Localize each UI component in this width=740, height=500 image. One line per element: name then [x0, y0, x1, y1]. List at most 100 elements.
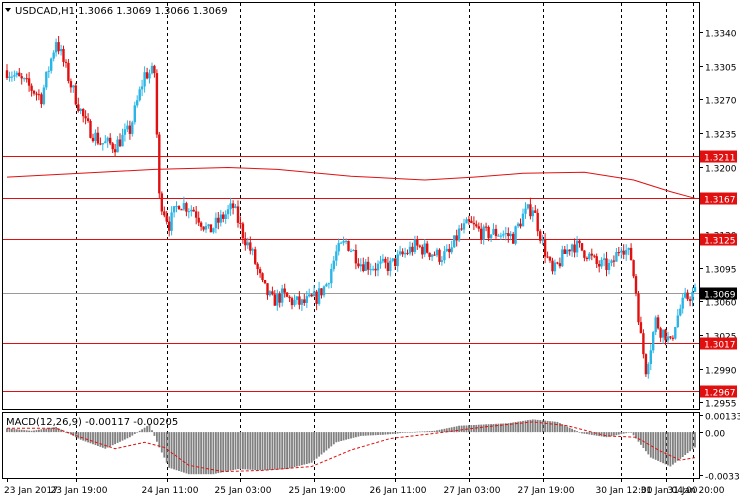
candle-body-163	[406, 252, 409, 254]
candle-body-32	[84, 116, 87, 119]
macd-bar-196	[487, 424, 490, 433]
macd-bar-52	[133, 432, 136, 434]
macd-bar-79	[200, 432, 202, 475]
candle-171	[426, 240, 429, 254]
candle-27	[72, 84, 75, 93]
candle-body-191	[475, 224, 478, 227]
candle-body-128	[320, 288, 323, 296]
candle-192	[477, 222, 480, 232]
candle-body-65	[165, 215, 168, 222]
candle-body-147	[367, 261, 370, 270]
candle-body-153	[381, 258, 385, 262]
macd-bar-221	[549, 421, 551, 433]
candle-195	[484, 222, 488, 232]
macd-bar-176	[438, 429, 441, 433]
macd-bar-172	[428, 431, 431, 433]
candle-body-172	[428, 252, 431, 257]
macd-bar-183	[455, 426, 458, 433]
candle-153	[381, 254, 385, 264]
macd-bar-223	[554, 421, 556, 433]
macd-bar-111	[278, 432, 281, 470]
time-tick-label-2: 24 Jan 11:00	[142, 486, 199, 496]
candle-10	[30, 83, 33, 97]
candle-66	[168, 216, 171, 237]
candle-body-48	[123, 129, 127, 135]
candle-body-143	[357, 263, 360, 267]
macd-bar-87	[219, 432, 222, 473]
candle-body-186	[462, 223, 466, 230]
macd-bar-263	[652, 432, 655, 459]
macd-bar-132	[330, 432, 333, 447]
candle-132	[330, 263, 333, 289]
candle-body-40	[104, 141, 107, 144]
macd-bar-65	[165, 432, 168, 463]
candle-265	[656, 314, 660, 330]
candle-60	[153, 64, 156, 78]
candle-body-185	[460, 228, 463, 230]
macd-bar-55	[141, 429, 143, 433]
candle-body-107	[268, 291, 272, 296]
candle-body-80	[202, 226, 205, 230]
candle-245	[607, 259, 611, 275]
candle-body-280	[693, 287, 697, 292]
candle-body-18	[50, 58, 53, 71]
candle-247	[612, 255, 616, 267]
candle-body-5	[18, 72, 21, 77]
candle-199	[494, 224, 498, 239]
candle-115	[288, 295, 291, 302]
candle-body-224	[556, 262, 559, 264]
candle-99	[249, 236, 252, 255]
macd-bar-46	[119, 432, 121, 442]
candle-248	[615, 248, 618, 262]
candle-271	[671, 335, 675, 341]
time-tick-label-3: 25 Jan 03:00	[215, 486, 272, 496]
candle-71	[180, 208, 183, 211]
candle-body-195	[484, 226, 488, 228]
candle-9	[27, 72, 31, 92]
candle-110	[276, 289, 279, 311]
candle-140	[349, 248, 353, 253]
macd-bar-129	[323, 432, 325, 453]
candle-130	[325, 282, 328, 287]
macd-tick-label-2: -0.00336	[705, 473, 740, 483]
macd-bar-180	[448, 427, 451, 433]
candle-154	[384, 256, 387, 269]
candle-125	[312, 285, 316, 297]
candle-body-279	[691, 291, 694, 301]
macd-bar-184	[458, 425, 460, 433]
candle-35	[91, 133, 95, 143]
macd-bar-200	[497, 423, 500, 433]
macd-bar-72	[183, 432, 185, 473]
candle-body-105	[263, 280, 267, 284]
candle-body-227	[563, 249, 566, 254]
candle-body-216	[536, 212, 539, 232]
macd-bar-115	[288, 432, 291, 469]
candle-124	[310, 293, 313, 298]
candle-body-159	[396, 254, 399, 267]
candle-260	[644, 353, 648, 377]
macd-bar-16	[45, 428, 48, 433]
macd-bar-124	[310, 432, 313, 463]
candle-body-174	[433, 254, 436, 256]
candle-body-84	[212, 228, 215, 233]
candle-body-152	[379, 261, 382, 264]
macd-bar-239	[593, 432, 596, 436]
symbol-dropdown-icon[interactable]	[5, 8, 11, 12]
candle-body-250	[620, 250, 623, 253]
candle-body-135	[337, 243, 340, 252]
candle-249	[617, 247, 620, 257]
candle-62	[158, 132, 161, 199]
candle-body-49	[126, 125, 129, 130]
candle-body-266	[659, 328, 662, 338]
candle-276	[684, 287, 687, 299]
macd-bar-178	[443, 428, 446, 433]
time-tick-label-8: 30 Jan 12:00	[596, 486, 653, 496]
candle-272	[674, 326, 677, 340]
candle-112	[281, 284, 284, 307]
candle-7	[23, 77, 26, 82]
candle-body-273	[676, 315, 679, 327]
macd-bar-278	[689, 432, 691, 452]
macd-bar-82	[207, 432, 210, 475]
candle-body-167	[416, 239, 419, 246]
